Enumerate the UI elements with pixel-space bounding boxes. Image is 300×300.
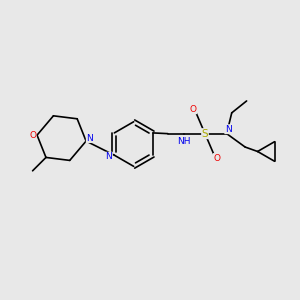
Text: N: N [86,134,93,142]
Text: N: N [225,125,232,134]
Text: O: O [29,130,36,140]
Text: S: S [202,129,208,139]
Text: O: O [190,105,196,114]
Text: NH: NH [177,137,191,146]
Text: O: O [213,154,220,163]
Text: N: N [106,152,112,161]
